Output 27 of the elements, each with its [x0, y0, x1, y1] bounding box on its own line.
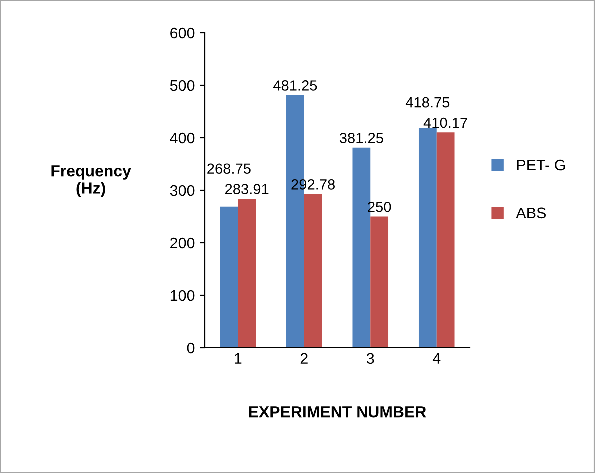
data-label: 418.75: [406, 97, 450, 108]
data-label: 381.25: [340, 133, 384, 144]
legend-label: PET- G: [517, 160, 566, 171]
x-tick-label: 3: [366, 353, 374, 364]
y-tick-label: 300: [170, 185, 195, 196]
bar: [418, 128, 437, 348]
data-label: 268.75: [208, 164, 251, 174]
data-label: 481.25: [273, 80, 318, 91]
bar: [370, 216, 389, 348]
y-tick-label: 0: [187, 342, 195, 354]
x-tick-label: 1: [235, 353, 242, 364]
bar: [220, 206, 238, 348]
y-tick-label: 100: [170, 290, 195, 302]
bar: [436, 132, 455, 348]
bar: [304, 194, 322, 348]
y-tick-label: 400: [170, 132, 195, 144]
x-axis-title: EXPERIMENT NUMBER: [249, 406, 426, 418]
data-label: 283.91: [226, 184, 269, 194]
y-tick-label: 600: [170, 28, 195, 39]
data-label: 410.17: [424, 118, 468, 128]
bar: [238, 198, 256, 348]
y-axis-title: Frequency (Hz): [52, 166, 132, 198]
y-tick-label: 500: [170, 80, 195, 92]
x-tick-label: 2: [300, 353, 308, 364]
y-tick-label: 200: [170, 238, 195, 249]
legend-label: ABS: [516, 208, 546, 219]
x-tick-label: 4: [432, 353, 441, 364]
